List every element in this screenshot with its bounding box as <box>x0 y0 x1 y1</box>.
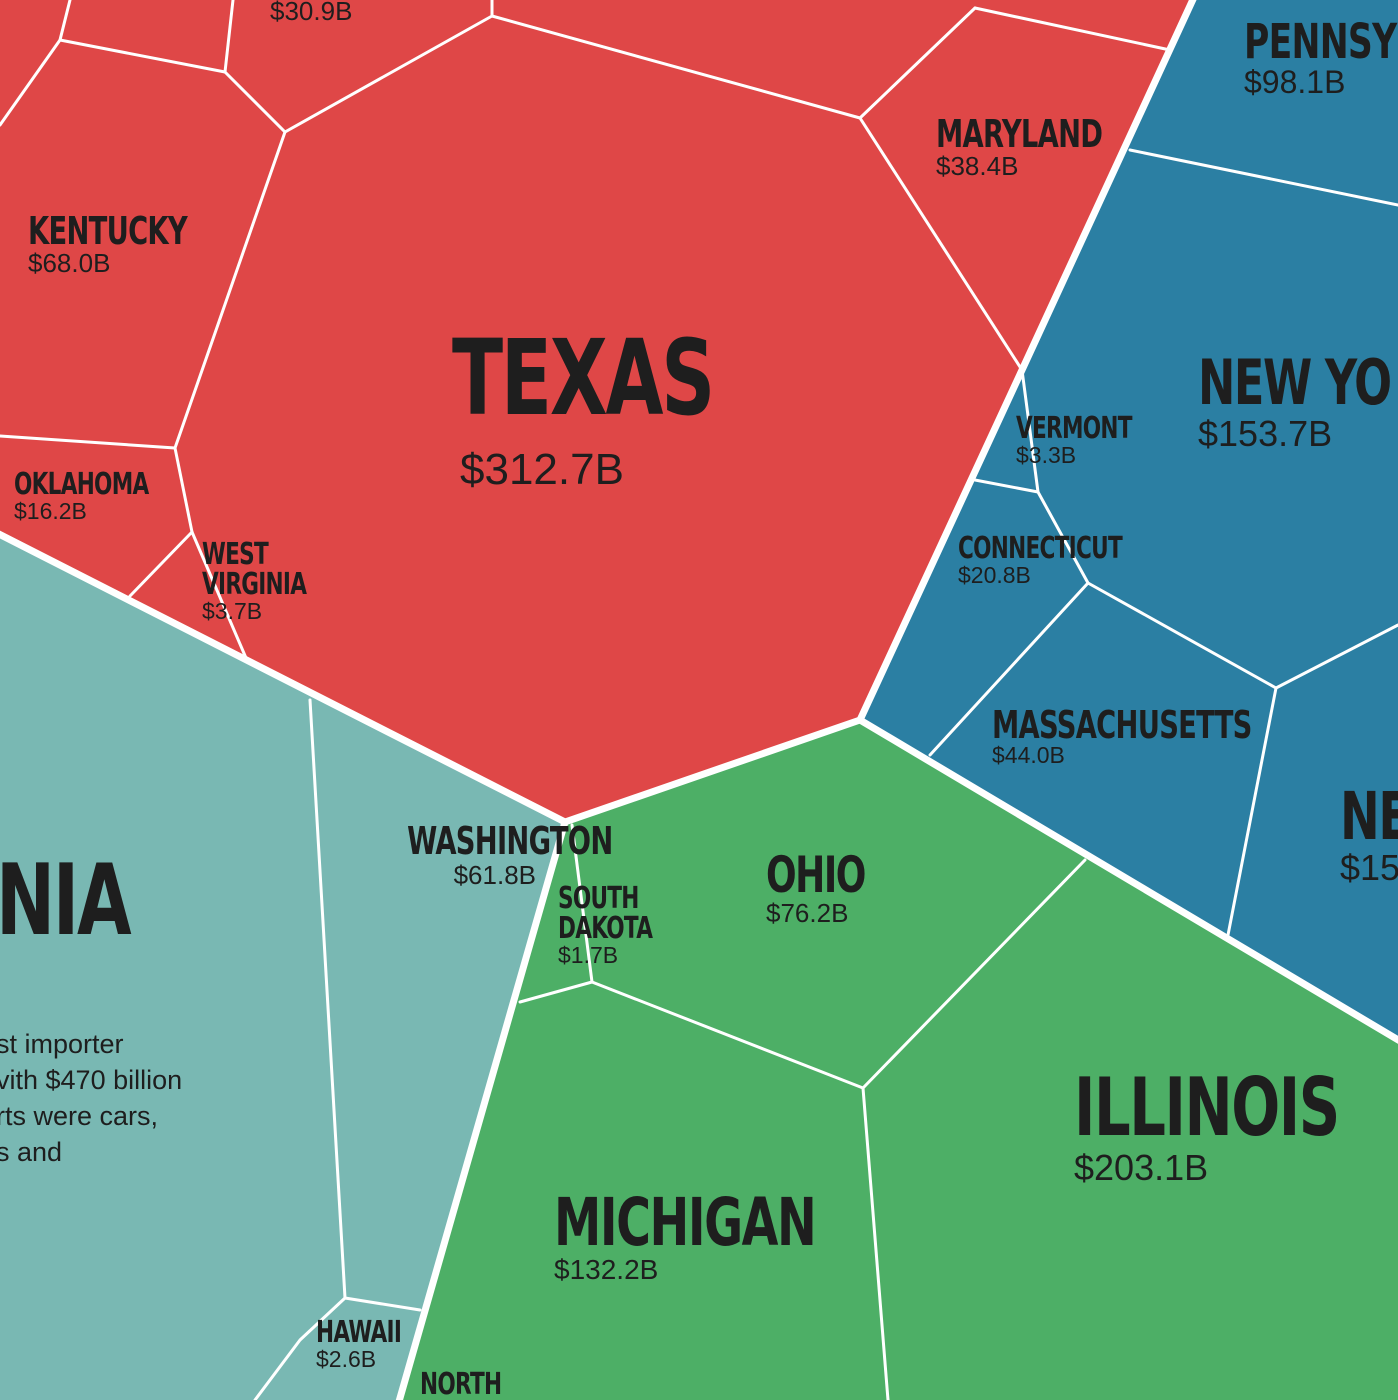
border-maryland-top <box>973 6 1172 52</box>
region-name: VERMONT <box>1016 411 1132 446</box>
region-value: $2.6B <box>316 1346 377 1372</box>
region-value: $153.7B <box>1198 413 1333 454</box>
region-label-maryland: MARYLAND $38.4B <box>936 115 1167 179</box>
region-label-north: NORTH <box>420 1370 533 1400</box>
region-value: $203.1B <box>1074 1147 1209 1188</box>
cell-group-red <box>0 0 1195 822</box>
region-label-new-jersey: NE $15 <box>1340 784 1398 886</box>
border-top-row-3 <box>223 0 235 74</box>
region-label-california: NIA <box>0 852 181 950</box>
border-texas-west <box>173 130 287 660</box>
region-label-kentucky: KENTUCKY $68.0B <box>28 212 249 276</box>
region-name: WASHINGTON <box>407 819 613 863</box>
border-teal-green <box>395 818 569 1400</box>
region-name: ILLINOIS <box>1074 1061 1340 1154</box>
border-kentucky-south <box>0 434 177 450</box>
region-label-new-york: NEW YO $153.7B <box>1198 352 1398 452</box>
region-name: MARYLAND <box>936 112 1103 156</box>
region-value: $68.0B <box>28 248 111 278</box>
border-texas-east <box>858 116 1024 372</box>
region-name: OHIO <box>766 846 866 904</box>
region-label-top-middle: $30.9B <box>270 0 352 24</box>
region-name: OKLAHOMA <box>14 467 149 502</box>
region-name: SOUTH DAKOTA <box>558 881 653 946</box>
border-massachusetts-east <box>1226 686 1278 937</box>
description-line: rts were cars, <box>0 1101 159 1131</box>
region-value: $61.8B <box>453 860 536 890</box>
description-line: vith $470 billion <box>0 1065 183 1095</box>
region-name: KENTUCKY <box>28 209 188 253</box>
region-value: $30.9B <box>270 0 353 26</box>
region-value: $38.4B <box>936 151 1019 181</box>
region-label-pennsylvania: PENNSY $98.1B <box>1244 18 1398 98</box>
region-name: NIA <box>0 844 132 958</box>
border-hawaii <box>253 1296 347 1400</box>
california-description: st importer vith $470 billion rts were c… <box>0 1026 182 1170</box>
region-label-hawaii: HAWAII $2.6B <box>316 1318 434 1371</box>
cell-group-green <box>400 720 1398 1400</box>
region-value: $3.7B <box>202 598 263 624</box>
region-label-vermont: VERMONT $3.3B <box>1016 414 1177 467</box>
region-value: $44.0B <box>992 742 1065 768</box>
region-name: NEW YO <box>1198 346 1392 419</box>
region-value: $20.8B <box>958 562 1031 588</box>
region-name: TEXAS <box>452 317 715 439</box>
region-label-massachusetts: MASSACHUSETTS $44.0B <box>992 706 1353 767</box>
region-value: $15 <box>1340 847 1398 888</box>
region-label-michigan: MICHIGAN $132.2B <box>554 1190 917 1284</box>
region-value: $16.2B <box>14 498 87 524</box>
description-line: s and <box>0 1137 63 1167</box>
region-label-texas: TEXAS $312.7B <box>452 326 815 492</box>
region-label-south-dakota: SOUTH DAKOTA $1.7B <box>558 884 678 967</box>
region-name: WEST VIRGINIA <box>202 537 307 602</box>
region-value: $98.1B <box>1244 64 1346 100</box>
region-value: $3.3B <box>1016 442 1077 468</box>
region-name: HAWAII <box>316 1315 402 1350</box>
border-blue-green <box>856 716 1398 1044</box>
cell-group-blue <box>860 0 1398 1040</box>
region-label-oklahoma: OKLAHOMA $16.2B <box>14 470 201 523</box>
region-label-illinois: ILLINOIS $203.1B <box>1074 1068 1398 1186</box>
region-label-washington: WASHINGTON $61.8B <box>336 822 613 890</box>
region-label-connecticut: CONNECTICUT $20.8B <box>958 534 1186 587</box>
description-line: st importer <box>0 1029 124 1059</box>
region-value: $132.2B <box>554 1254 659 1285</box>
region-value: $312.7B <box>460 445 624 494</box>
region-value: $76.2B <box>766 898 849 928</box>
region-value: $1.7B <box>558 942 619 968</box>
region-name: MICHIGAN <box>554 1184 817 1261</box>
border-texas-top <box>283 6 977 134</box>
border-red-blue <box>856 0 1197 724</box>
region-name: NE <box>1340 778 1398 855</box>
region-name: CONNECTICUT <box>958 531 1123 566</box>
region-label-ohio: OHIO $76.2B <box>766 850 903 926</box>
border-red-green <box>561 716 864 826</box>
border-oklahoma-east <box>128 530 194 598</box>
border-pennsylvania-south <box>1128 148 1398 207</box>
region-name: MASSACHUSETTS <box>992 703 1252 747</box>
border-michigan-east <box>861 1086 890 1400</box>
region-name: PENNSY <box>1244 14 1397 70</box>
border-red-teal <box>0 530 569 826</box>
border-top-row-2 <box>0 0 72 127</box>
region-label-west-virginia: WEST VIRGINIA $3.7B <box>202 540 322 623</box>
region-name: NORTH <box>420 1367 502 1400</box>
